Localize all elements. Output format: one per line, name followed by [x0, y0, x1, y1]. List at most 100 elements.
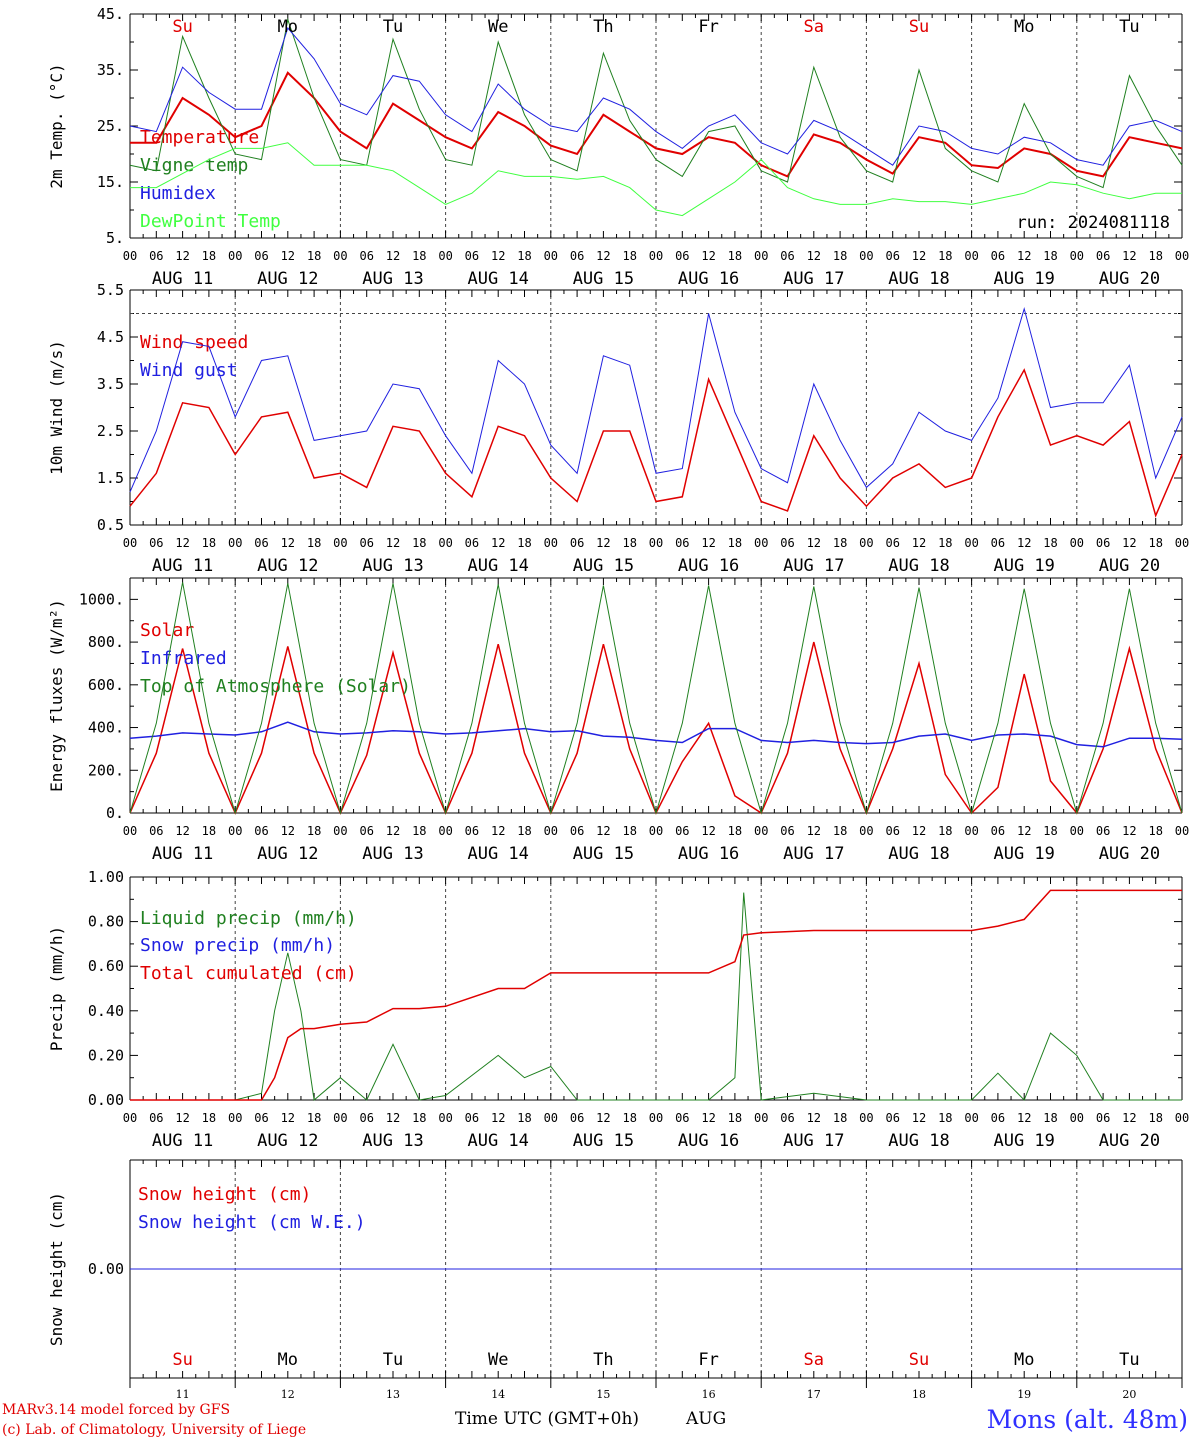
- hour-tick-label: 18: [833, 536, 847, 550]
- date-label: AUG 13: [362, 844, 423, 864]
- series-line-vigne-temp: [129, 17, 1183, 189]
- hour-tick-label: 18: [833, 824, 847, 838]
- hour-tick-label: 18: [307, 824, 321, 838]
- hour-tick-label: 12: [175, 1111, 189, 1125]
- hour-tick-label: 12: [1122, 536, 1136, 550]
- y-tick-label: 0.00: [88, 1091, 124, 1109]
- date-label: AUG 17: [783, 844, 844, 864]
- date-label: AUG 20: [1099, 1131, 1160, 1151]
- hour-tick-label: 12: [386, 249, 400, 263]
- hour-tick-label: 18: [728, 824, 742, 838]
- hour-tick-label: 00: [964, 1111, 978, 1125]
- series-line-temperature: [130, 71, 1183, 178]
- y-tick-label: 0.5: [97, 516, 124, 534]
- hour-tick-label: 00: [228, 1111, 242, 1125]
- date-label: AUG 20: [1099, 269, 1160, 289]
- hour-tick-label: 18: [517, 536, 531, 550]
- date-label: AUG 13: [362, 1131, 423, 1151]
- hour-tick-label: 06: [780, 249, 794, 263]
- hour-tick-label: 00: [1070, 536, 1084, 550]
- hour-tick-label: 12: [807, 824, 821, 838]
- hour-tick-label: 00: [123, 536, 137, 550]
- date-label: AUG 11: [152, 269, 213, 289]
- date-label: AUG 12: [257, 269, 318, 289]
- date-label: AUG 18: [888, 269, 949, 289]
- date-label: AUG 18: [888, 556, 949, 576]
- bottom-day-number: 15: [596, 1388, 610, 1401]
- hour-tick-label: 12: [491, 1111, 505, 1125]
- hour-tick-label: 18: [517, 249, 531, 263]
- hour-tick-label: 00: [1070, 249, 1084, 263]
- hour-tick-label: 12: [386, 824, 400, 838]
- hour-tick-label: 00: [754, 536, 768, 550]
- hour-tick-label: 06: [885, 1111, 899, 1125]
- hour-tick-label: 12: [386, 536, 400, 550]
- date-label: AUG 11: [152, 1131, 213, 1151]
- hour-tick-label: 12: [1017, 1111, 1031, 1125]
- y-tick-label: 600.: [88, 676, 124, 694]
- hour-tick-label: 06: [1096, 824, 1110, 838]
- hour-tick-label: 12: [1017, 249, 1031, 263]
- series-line-wind-speed: [129, 368, 1183, 518]
- hour-tick-label: 00: [123, 1111, 137, 1125]
- hour-tick-label: 06: [991, 249, 1005, 263]
- hour-tick-label: 00: [333, 824, 347, 838]
- date-label: AUG 11: [152, 556, 213, 576]
- date-label: AUG 14: [467, 844, 528, 864]
- hour-tick-label: 12: [1017, 824, 1031, 838]
- hour-tick-label: 00: [1175, 536, 1189, 550]
- y-tick-label: 35.: [97, 61, 124, 79]
- hour-tick-label: 00: [123, 824, 137, 838]
- hour-tick-label: 06: [780, 1111, 794, 1125]
- date-label: AUG 16: [678, 844, 739, 864]
- hour-tick-label: 12: [912, 1111, 926, 1125]
- hour-tick-label: 06: [1096, 249, 1110, 263]
- hour-tick-label: 00: [649, 249, 663, 263]
- hour-tick-label: 18: [622, 824, 636, 838]
- legend-entry: Total cumulated (cm): [140, 963, 357, 984]
- hour-tick-label: 00: [859, 249, 873, 263]
- hour-tick-label: 06: [149, 536, 163, 550]
- hour-tick-label: 12: [1122, 1111, 1136, 1125]
- weekday-label: Mo: [1014, 17, 1034, 37]
- hour-tick-label: 12: [912, 249, 926, 263]
- hour-tick-label: 12: [281, 1111, 295, 1125]
- legend-entry: Liquid precip (mm/h): [140, 908, 357, 929]
- hour-tick-label: 18: [728, 536, 742, 550]
- hour-tick-label: 18: [307, 249, 321, 263]
- hour-tick-label: 06: [991, 536, 1005, 550]
- date-label: AUG 17: [783, 269, 844, 289]
- series-line-dewpoint-temp: [130, 142, 1182, 217]
- hour-tick-label: 00: [544, 824, 558, 838]
- legend-entry: Snow precip (mm/h): [140, 935, 335, 956]
- hour-tick-label: 18: [728, 249, 742, 263]
- weekday-label: Mo: [278, 17, 298, 37]
- bottom-weekday-label: Th: [593, 1350, 613, 1370]
- y-tick-label: 0.00: [88, 1260, 124, 1278]
- hour-tick-label: 12: [1122, 249, 1136, 263]
- hour-tick-label: 12: [281, 824, 295, 838]
- hour-tick-label: 06: [675, 824, 689, 838]
- hour-tick-label: 06: [359, 249, 373, 263]
- hour-tick-label: 06: [780, 824, 794, 838]
- date-label: AUG 16: [678, 556, 739, 576]
- hour-tick-label: 12: [807, 536, 821, 550]
- y-tick-label: 5.: [106, 229, 124, 247]
- y-tick-label: 1.00: [88, 868, 124, 886]
- y-tick-label: 0.: [106, 804, 124, 822]
- legend-entry: Top of Atmosphere (Solar): [140, 676, 411, 697]
- hour-tick-label: 06: [885, 249, 899, 263]
- hour-tick-label: 18: [307, 536, 321, 550]
- bottom-day-number: 12: [281, 1388, 295, 1401]
- hour-tick-label: 06: [675, 536, 689, 550]
- legend-entry: Wind speed: [140, 332, 248, 353]
- hour-tick-label: 18: [202, 536, 216, 550]
- hour-tick-label: 00: [123, 249, 137, 263]
- y-tick-label: 800.: [88, 633, 124, 651]
- hour-tick-label: 18: [202, 1111, 216, 1125]
- bottom-day-number: 20: [1122, 1388, 1136, 1401]
- hour-tick-label: 12: [281, 536, 295, 550]
- weekday-label: Sa: [804, 17, 824, 37]
- hour-tick-label: 12: [701, 824, 715, 838]
- bottom-weekday-label: Fr: [698, 1350, 718, 1370]
